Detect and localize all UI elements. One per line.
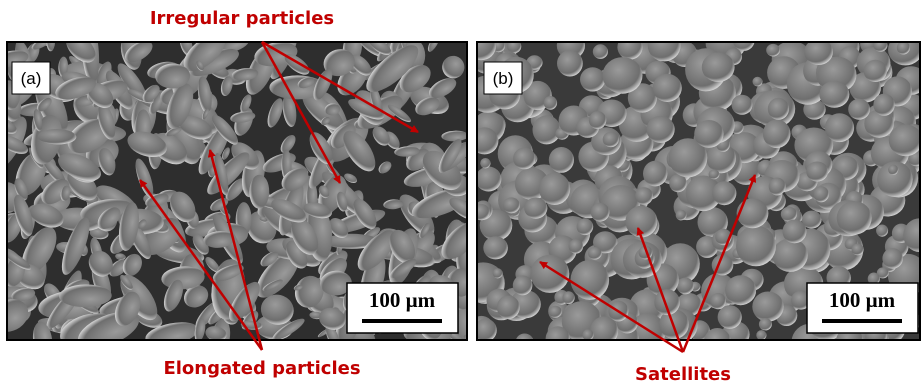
panel-label: (a) <box>21 69 42 88</box>
particle <box>557 50 583 76</box>
particle <box>493 268 503 278</box>
particle <box>852 244 864 256</box>
particle <box>897 41 910 54</box>
particle <box>819 81 849 108</box>
particle <box>768 98 789 120</box>
particle <box>737 198 769 228</box>
particle <box>590 316 618 345</box>
particle <box>647 116 675 143</box>
particle <box>635 187 653 205</box>
particle <box>709 170 720 180</box>
particle <box>513 275 533 295</box>
particle <box>781 207 797 222</box>
particle <box>888 165 898 175</box>
particle <box>544 96 557 110</box>
particle <box>653 74 682 102</box>
particle <box>480 158 490 168</box>
annotation: Elongated particles <box>163 358 360 379</box>
particle <box>769 178 786 196</box>
particle <box>549 147 574 173</box>
particle <box>732 95 753 115</box>
particle <box>837 201 872 235</box>
particle <box>617 35 642 60</box>
particle <box>503 197 520 213</box>
particle <box>752 292 783 322</box>
particle <box>466 32 496 60</box>
particle <box>889 124 923 156</box>
particle <box>589 111 606 129</box>
particle <box>513 148 535 170</box>
particle <box>704 328 731 355</box>
particle <box>569 239 584 254</box>
particle <box>483 236 508 259</box>
particle <box>763 120 791 149</box>
particle <box>814 186 829 202</box>
particle <box>725 275 756 305</box>
particle <box>603 57 643 94</box>
scale-bar-label: 100 µm <box>369 288 436 312</box>
particle <box>539 173 570 205</box>
particle <box>577 218 594 235</box>
scale-bar-label: 100 µm <box>829 288 896 312</box>
particle <box>825 113 854 142</box>
particle <box>472 204 489 220</box>
annotation: Irregular particles <box>150 8 334 29</box>
particle <box>733 30 755 51</box>
figure: (a) (b) 100 µm 100 µm Irregular particle… <box>0 0 923 387</box>
particle <box>756 330 766 340</box>
particle <box>676 210 687 221</box>
particle <box>694 120 723 148</box>
particle <box>591 203 610 222</box>
particle <box>710 293 726 309</box>
particle <box>603 132 619 147</box>
particle <box>580 67 605 91</box>
particle <box>497 296 520 320</box>
particle <box>533 115 561 144</box>
particle <box>874 39 888 52</box>
particle <box>783 220 807 244</box>
particle <box>766 44 780 57</box>
particle <box>593 44 608 59</box>
particle <box>643 161 667 187</box>
particle <box>806 162 828 182</box>
panel-label: (b) <box>493 69 514 88</box>
particle <box>736 226 776 267</box>
particle <box>848 99 870 120</box>
particle <box>864 60 887 82</box>
particle <box>625 206 657 238</box>
particle <box>702 52 735 82</box>
particle <box>471 127 499 154</box>
particle <box>718 305 742 329</box>
particle <box>873 94 894 116</box>
particle <box>648 30 681 62</box>
particle <box>516 334 534 350</box>
particle <box>563 291 575 304</box>
particle <box>531 255 570 293</box>
particle <box>582 329 593 340</box>
annotation: Satellites <box>635 364 731 385</box>
particle <box>524 198 547 219</box>
particle <box>549 306 562 318</box>
particle <box>759 318 772 330</box>
particle <box>753 77 763 87</box>
particle <box>677 278 694 295</box>
particle <box>876 225 888 237</box>
particle <box>882 248 903 269</box>
particle <box>476 167 502 192</box>
particle <box>546 326 570 351</box>
particle <box>772 238 807 272</box>
particle <box>712 181 736 205</box>
particle <box>588 247 602 260</box>
